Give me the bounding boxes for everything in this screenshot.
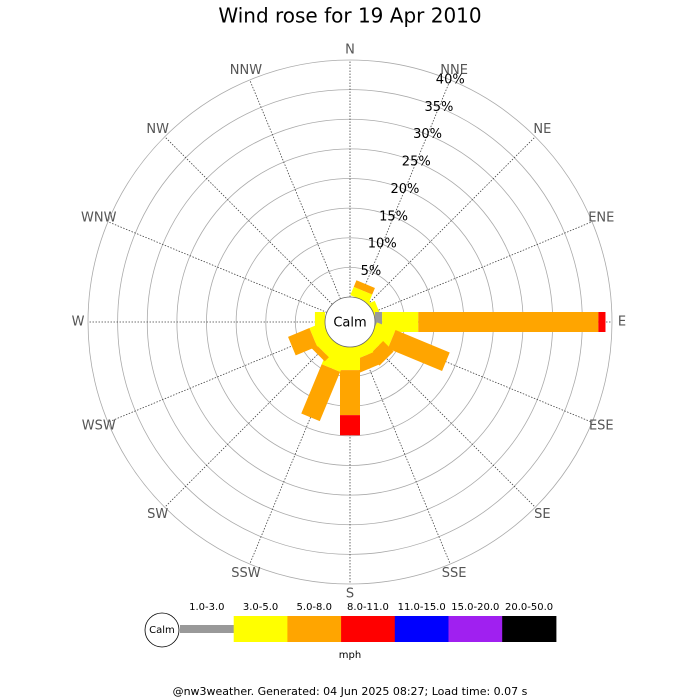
footer: @nw3weather. Generated: 04 Jun 2025 08:2… [173, 685, 528, 698]
bar-segment [310, 343, 329, 362]
calm-circle [324, 296, 376, 348]
bar-segment [354, 352, 379, 373]
ring-label: 35% [424, 100, 453, 115]
bar-segment [301, 364, 341, 422]
direction-label: S [346, 587, 354, 602]
direction-label: NNE [440, 63, 468, 78]
ring-label: 20% [390, 182, 419, 197]
direction-label: ESE [589, 419, 614, 434]
spoke [107, 221, 328, 313]
legend-swatch [341, 616, 396, 642]
legend-label: 8.0-11.0 [347, 602, 389, 613]
direction-label: W [72, 315, 85, 330]
bar-segment [418, 312, 599, 332]
direction-label: SE [534, 507, 550, 522]
ring [87, 59, 613, 585]
ring-label: 40% [436, 72, 465, 87]
calm-label: Calm [333, 316, 366, 331]
legend-swatch [448, 616, 503, 642]
unit-label: mph [339, 650, 361, 661]
direction-label: E [618, 315, 626, 330]
legend-swatch [180, 625, 235, 633]
ring-label: 5% [361, 264, 382, 279]
spoke [249, 79, 341, 300]
direction-bars [374, 312, 606, 332]
spoke [372, 221, 593, 313]
legend-label: 5.0-8.0 [297, 602, 332, 613]
spoke [367, 339, 536, 508]
direction-label: WNW [81, 210, 117, 225]
direction-label: ENE [588, 210, 614, 225]
legend-calm [144, 612, 180, 648]
ring-label: 25% [402, 155, 431, 170]
direction-label: SW [147, 507, 168, 522]
overlay: 5% 10% 15% 20% 25% 30% 35% 40% Calm Calm 1.0-3.0 3.… [144, 72, 557, 648]
bar-segment [387, 330, 450, 371]
direction-label: SSE [442, 566, 467, 581]
bar-segment [382, 312, 419, 332]
grid: N NNE NE ENE E ESE SE SSE S SSW SW WSW W WNW NW NNW [72, 43, 627, 602]
ring-label: 15% [379, 209, 408, 224]
chart-title: Wind rose for 19 Apr 2010 [218, 4, 481, 28]
legend-label: 15.0-20.0 [451, 602, 499, 613]
direction-label: NW [146, 122, 169, 137]
spoke [359, 344, 451, 565]
direction-bars [314, 312, 325, 332]
direction-label: WSW [82, 419, 116, 434]
spoke [367, 136, 536, 305]
legend-calm-label: Calm [149, 625, 175, 636]
bar-segment [353, 280, 375, 295]
bar-segment [309, 322, 331, 347]
bar-segment [350, 286, 373, 303]
spoke [107, 331, 328, 423]
legend-swatch [233, 616, 288, 642]
legend-label: 11.0-15.0 [398, 602, 446, 613]
legend-swatch [502, 616, 557, 642]
bar-segment [288, 327, 318, 356]
bar-segment [340, 415, 360, 436]
direction-label: NE [533, 122, 551, 137]
bar-segment [598, 312, 606, 332]
direction-label: N [345, 43, 355, 58]
legend-swatch [287, 616, 342, 642]
direction-label: NNW [230, 63, 262, 78]
spoke [164, 339, 333, 508]
direction-bars [350, 280, 375, 303]
ring-label: 30% [413, 127, 442, 142]
bar-segment [340, 370, 360, 416]
direction-bars [288, 322, 331, 356]
legend-label: 3.0-5.0 [243, 602, 278, 613]
bar-segment [314, 312, 325, 332]
bars [288, 280, 606, 436]
ring-label: 10% [368, 237, 397, 252]
legend-label: 1.0-3.0 [189, 602, 224, 613]
legend-label: 20.0-50.0 [505, 602, 553, 613]
direction-label: SSW [231, 566, 261, 581]
spoke [359, 79, 451, 300]
legend-swatch [394, 616, 449, 642]
spoke [164, 136, 333, 305]
